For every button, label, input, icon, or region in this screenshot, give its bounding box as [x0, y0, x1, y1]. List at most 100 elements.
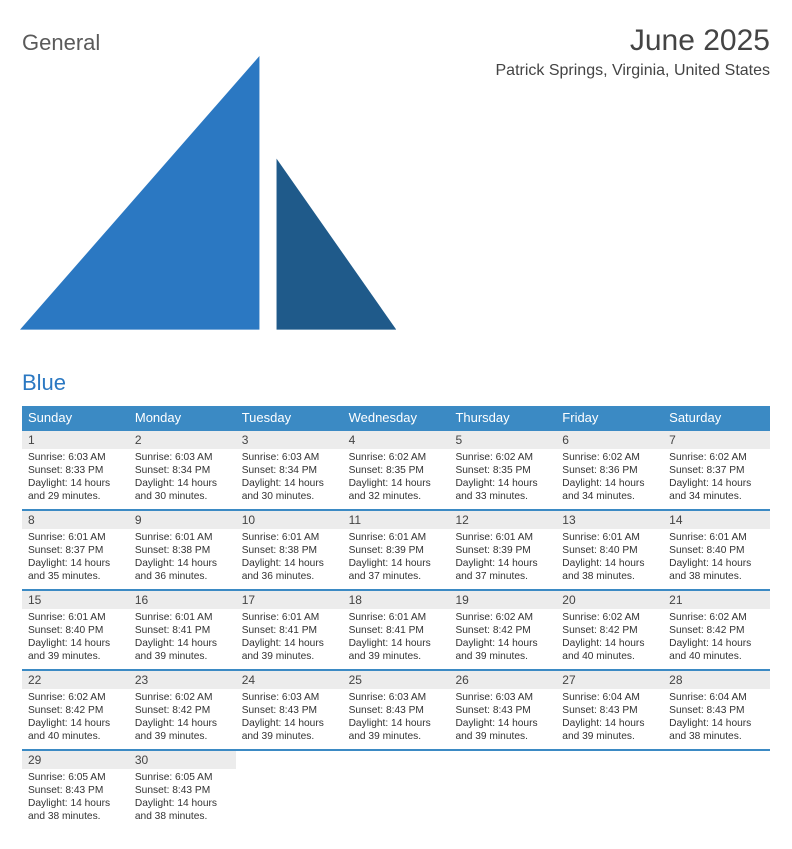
week-row: 15Sunrise: 6:01 AMSunset: 8:40 PMDayligh… [22, 589, 770, 669]
day-info: Sunrise: 6:02 AMSunset: 8:42 PMDaylight:… [129, 689, 236, 747]
day-info: Sunrise: 6:01 AMSunset: 8:40 PMDaylight:… [556, 529, 663, 587]
day-info: Sunrise: 6:03 AMSunset: 8:33 PMDaylight:… [22, 449, 129, 507]
day-sunset: Sunset: 8:43 PM [455, 704, 550, 717]
logo: GeneralBlue [22, 24, 398, 396]
day-sunrise: Sunrise: 6:02 AM [455, 451, 550, 464]
day-sunrise: Sunrise: 6:01 AM [135, 531, 230, 544]
day-cell: 7Sunrise: 6:02 AMSunset: 8:37 PMDaylight… [663, 431, 770, 509]
day-day2: and 39 minutes. [349, 730, 444, 743]
day-info: Sunrise: 6:01 AMSunset: 8:41 PMDaylight:… [343, 609, 450, 667]
month-title: June 2025 [496, 24, 771, 58]
week-row: 8Sunrise: 6:01 AMSunset: 8:37 PMDaylight… [22, 509, 770, 589]
day-info: Sunrise: 6:01 AMSunset: 8:39 PMDaylight:… [343, 529, 450, 587]
day-day2: and 38 minutes. [669, 730, 764, 743]
day-cell: 17Sunrise: 6:01 AMSunset: 8:41 PMDayligh… [236, 591, 343, 669]
day-info: Sunrise: 6:01 AMSunset: 8:38 PMDaylight:… [129, 529, 236, 587]
day-sunrise: Sunrise: 6:05 AM [28, 771, 123, 784]
day-cell [343, 751, 450, 829]
day-info: Sunrise: 6:02 AMSunset: 8:36 PMDaylight:… [556, 449, 663, 507]
day-info: Sunrise: 6:02 AMSunset: 8:37 PMDaylight:… [663, 449, 770, 507]
day-cell: 28Sunrise: 6:04 AMSunset: 8:43 PMDayligh… [663, 671, 770, 749]
day-cell: 19Sunrise: 6:02 AMSunset: 8:42 PMDayligh… [449, 591, 556, 669]
day-number: 9 [129, 511, 236, 529]
day-cell: 13Sunrise: 6:01 AMSunset: 8:40 PMDayligh… [556, 511, 663, 589]
day-number: 7 [663, 431, 770, 449]
day-sunset: Sunset: 8:43 PM [562, 704, 657, 717]
day-day1: Daylight: 14 hours [242, 637, 337, 650]
day-day1: Daylight: 14 hours [28, 557, 123, 570]
weekday-label: Monday [129, 406, 236, 429]
day-day2: and 29 minutes. [28, 490, 123, 503]
day-day1: Daylight: 14 hours [562, 477, 657, 490]
day-sunrise: Sunrise: 6:03 AM [349, 691, 444, 704]
day-info: Sunrise: 6:05 AMSunset: 8:43 PMDaylight:… [129, 769, 236, 827]
logo-text: GeneralBlue [22, 30, 398, 396]
day-day2: and 37 minutes. [455, 570, 550, 583]
day-cell: 2Sunrise: 6:03 AMSunset: 8:34 PMDaylight… [129, 431, 236, 509]
location: Patrick Springs, Virginia, United States [496, 62, 771, 80]
day-day2: and 33 minutes. [455, 490, 550, 503]
weekday-label: Saturday [663, 406, 770, 429]
day-day1: Daylight: 14 hours [135, 717, 230, 730]
day-sunset: Sunset: 8:42 PM [669, 624, 764, 637]
day-day2: and 39 minutes. [349, 650, 444, 663]
day-cell: 9Sunrise: 6:01 AMSunset: 8:38 PMDaylight… [129, 511, 236, 589]
day-cell: 6Sunrise: 6:02 AMSunset: 8:36 PMDaylight… [556, 431, 663, 509]
header: GeneralBlue June 2025 Patrick Springs, V… [22, 24, 770, 396]
day-cell: 22Sunrise: 6:02 AMSunset: 8:42 PMDayligh… [22, 671, 129, 749]
day-number: 27 [556, 671, 663, 689]
day-info: Sunrise: 6:03 AMSunset: 8:43 PMDaylight:… [449, 689, 556, 747]
day-day2: and 40 minutes. [562, 650, 657, 663]
day-day2: and 37 minutes. [349, 570, 444, 583]
day-number: 19 [449, 591, 556, 609]
day-info: Sunrise: 6:01 AMSunset: 8:40 PMDaylight:… [22, 609, 129, 667]
day-number: 14 [663, 511, 770, 529]
day-sunrise: Sunrise: 6:02 AM [562, 611, 657, 624]
day-day1: Daylight: 14 hours [562, 717, 657, 730]
day-cell: 11Sunrise: 6:01 AMSunset: 8:39 PMDayligh… [343, 511, 450, 589]
day-info: Sunrise: 6:01 AMSunset: 8:39 PMDaylight:… [449, 529, 556, 587]
day-cell: 8Sunrise: 6:01 AMSunset: 8:37 PMDaylight… [22, 511, 129, 589]
day-day1: Daylight: 14 hours [135, 557, 230, 570]
day-number: 16 [129, 591, 236, 609]
day-sunset: Sunset: 8:42 PM [135, 704, 230, 717]
day-info: Sunrise: 6:02 AMSunset: 8:42 PMDaylight:… [449, 609, 556, 667]
day-sunset: Sunset: 8:35 PM [349, 464, 444, 477]
day-cell: 4Sunrise: 6:02 AMSunset: 8:35 PMDaylight… [343, 431, 450, 509]
day-info: Sunrise: 6:03 AMSunset: 8:34 PMDaylight:… [129, 449, 236, 507]
day-number: 13 [556, 511, 663, 529]
day-cell: 12Sunrise: 6:01 AMSunset: 8:39 PMDayligh… [449, 511, 556, 589]
day-number: 17 [236, 591, 343, 609]
day-info: Sunrise: 6:04 AMSunset: 8:43 PMDaylight:… [663, 689, 770, 747]
day-sunrise: Sunrise: 6:04 AM [562, 691, 657, 704]
day-sunrise: Sunrise: 6:02 AM [562, 451, 657, 464]
day-day2: and 39 minutes. [242, 650, 337, 663]
day-day2: and 39 minutes. [455, 730, 550, 743]
day-sunset: Sunset: 8:43 PM [135, 784, 230, 797]
day-day1: Daylight: 14 hours [562, 637, 657, 650]
day-cell: 3Sunrise: 6:03 AMSunset: 8:34 PMDaylight… [236, 431, 343, 509]
day-sunrise: Sunrise: 6:03 AM [135, 451, 230, 464]
day-day1: Daylight: 14 hours [28, 637, 123, 650]
day-day1: Daylight: 14 hours [242, 477, 337, 490]
day-sunset: Sunset: 8:38 PM [135, 544, 230, 557]
day-number: 5 [449, 431, 556, 449]
calendar: Sunday Monday Tuesday Wednesday Thursday… [22, 406, 770, 829]
day-sunrise: Sunrise: 6:03 AM [242, 691, 337, 704]
day-day2: and 35 minutes. [28, 570, 123, 583]
day-cell: 18Sunrise: 6:01 AMSunset: 8:41 PMDayligh… [343, 591, 450, 669]
day-sunset: Sunset: 8:34 PM [242, 464, 337, 477]
day-sunset: Sunset: 8:33 PM [28, 464, 123, 477]
day-day1: Daylight: 14 hours [455, 477, 550, 490]
day-day1: Daylight: 14 hours [242, 557, 337, 570]
day-info: Sunrise: 6:03 AMSunset: 8:43 PMDaylight:… [343, 689, 450, 747]
day-number: 2 [129, 431, 236, 449]
day-number: 1 [22, 431, 129, 449]
day-sunrise: Sunrise: 6:02 AM [669, 611, 764, 624]
day-number: 25 [343, 671, 450, 689]
day-cell: 26Sunrise: 6:03 AMSunset: 8:43 PMDayligh… [449, 671, 556, 749]
day-info: Sunrise: 6:02 AMSunset: 8:42 PMDaylight:… [556, 609, 663, 667]
day-number: 3 [236, 431, 343, 449]
day-day1: Daylight: 14 hours [28, 717, 123, 730]
day-sunrise: Sunrise: 6:04 AM [669, 691, 764, 704]
